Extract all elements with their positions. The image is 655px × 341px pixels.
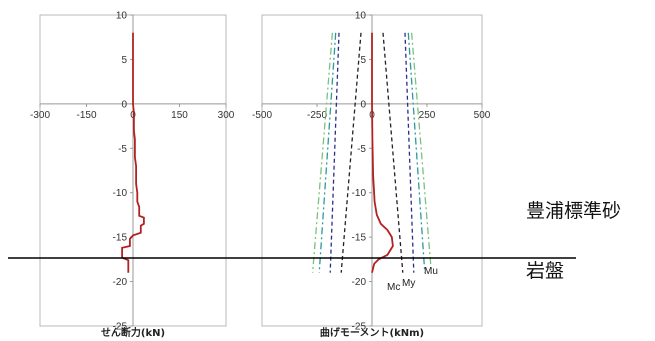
my-annotation: My [402,278,415,289]
shear-y-tick-label: -25 [113,322,128,333]
moment-y-tick-label: -15 [352,233,367,244]
moment-x-tick-label: -500 [252,110,272,121]
mc-annotation: Mc [387,282,400,293]
shear-x-tick-label: 300 [218,110,235,121]
shear-force-panel: 10 5 0 -5 -10 -15 -20 -25 -300 -150 0 150 300 せん断力(… [30,11,235,340]
moment-series-series-4-negative-line [311,32,334,273]
shear-y-tick-label: -15 [113,233,128,244]
moment-x-tick-label: 250 [419,110,436,121]
moment-series-mu-negative-line [318,32,337,273]
shear-y-tick-label: 5 [121,55,127,66]
moment-y-tick-label: 0 [360,99,366,110]
moment-series-mc-negative-line [340,32,362,273]
shear-x-tick-label: -150 [76,110,96,121]
shear-series [121,32,145,273]
shear-x-tick-label: 150 [171,110,188,121]
shear-y-tick-label: 10 [116,11,128,22]
shear-x-axis-label: せん断力(kN) [101,326,165,339]
moment-series-my-negative-line [329,32,340,273]
shear-y-tick-label: 0 [121,99,127,110]
upper-layer-label: 豊浦標準砂 [526,200,621,222]
lower-layer-label: 岩盤 [526,260,564,282]
bending-moment-panel: 10 5 0 -5 -10 -15 -20 -25 -500 -250 0 250 500 曲げモーメ… [252,11,491,340]
moment-x-tick-label: -250 [307,110,327,121]
moment-y-tick-label: 5 [360,55,366,66]
moment-series-mc-positive-line [382,32,404,273]
moment-y-tick-label: -20 [352,277,367,288]
shear-series-main-line [121,32,145,273]
shear-y-tick-label: -10 [113,188,128,199]
moment-y-tick-label: -5 [357,144,366,155]
shear-y-ticks: 10 5 0 -5 -10 -15 -20 -25 [113,11,133,333]
moment-y-tick-label: -10 [352,188,367,199]
moment-y-tick-label: -25 [352,322,367,333]
shear-x-tick-label: -300 [30,110,50,121]
moment-series-main-line [371,32,394,273]
shear-y-tick-label: -20 [113,277,128,288]
moment-series-mu-positive-line [407,32,426,273]
moment-series-my-positive-line [404,32,415,273]
moment-x-tick-label: 500 [474,110,491,121]
moment-y-tick-label: 10 [355,11,367,22]
shear-y-tick-label: -5 [118,144,127,155]
moment-series-series-4-positive-line [410,32,433,273]
moment-series [311,32,433,273]
moment-y-ticks: 10 5 0 -5 -10 -15 -20 -25 [352,11,372,333]
moment-x-axis-label: 曲げモーメント(kNm) [320,326,424,339]
mu-annotation: Mu [424,266,438,277]
